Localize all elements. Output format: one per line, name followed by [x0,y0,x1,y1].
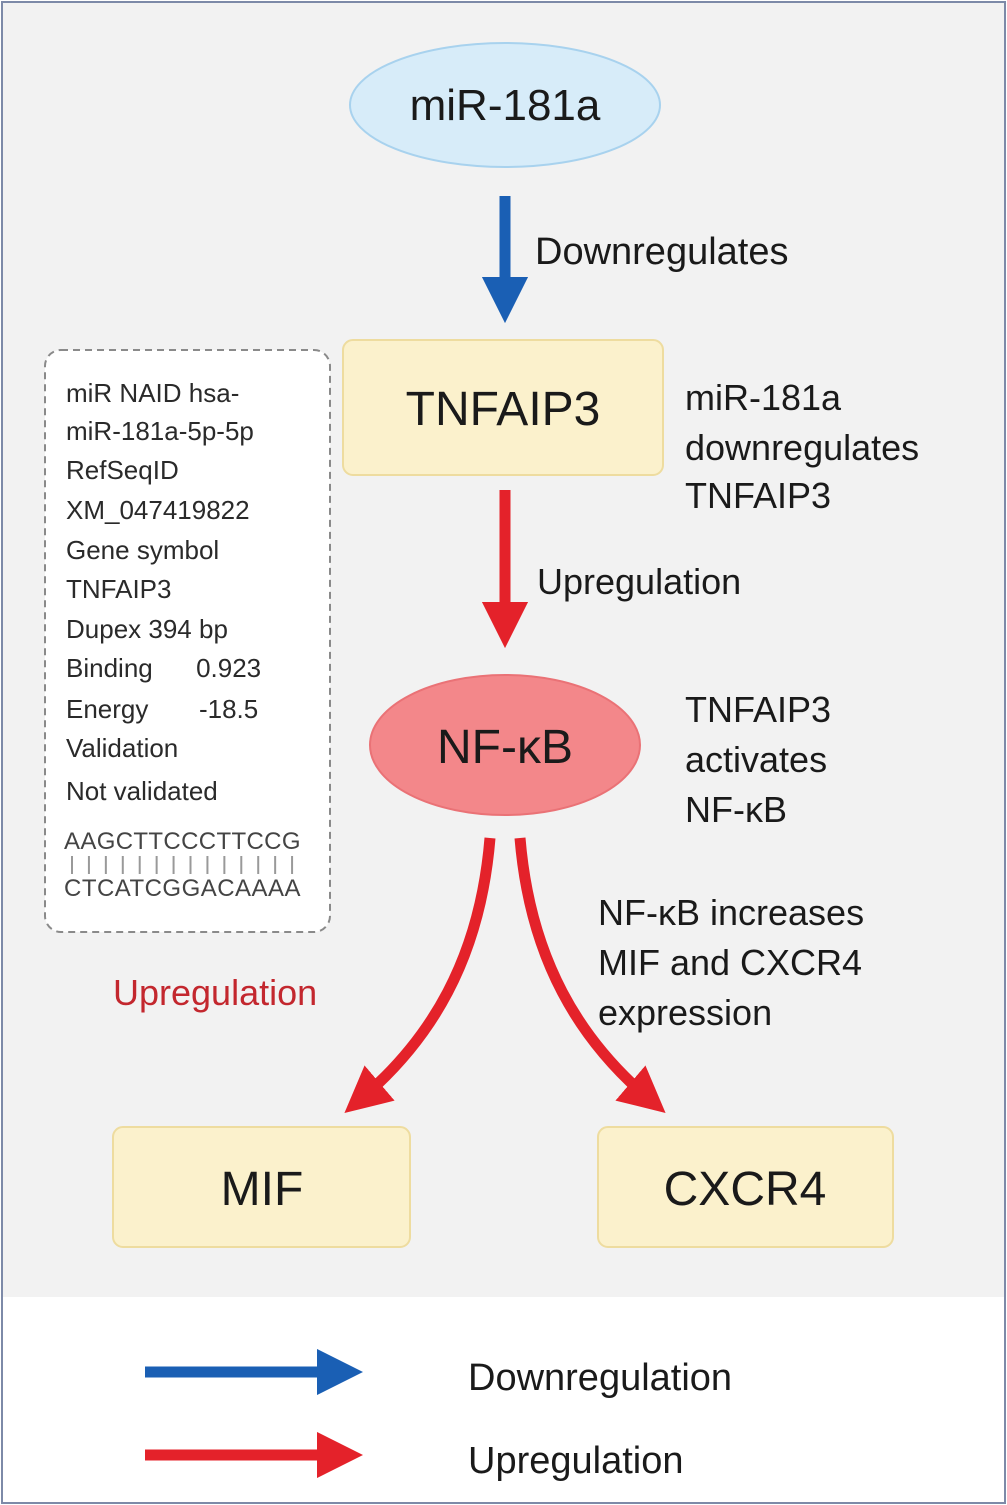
info-line: miR-181a-5p-5p [66,416,254,446]
nfkb-node: NF-κB [369,674,641,816]
info-line: Not validated [66,776,218,806]
sequence-top: AAGCTTCCCTTCCG [64,828,301,855]
info-line: XM_047419822 [66,495,250,525]
legend-upregulation-label: Upregulation [468,1440,683,1482]
nfkb-to-mif-arrow [344,837,496,1113]
note-line: TNFAIP3 [685,475,831,516]
note-line: activates [685,739,827,780]
mif-label: MIF [221,1163,304,1216]
note-line: MIF and CXCR4 [598,942,862,983]
nfkb-label: NF-κB [437,721,573,774]
mif-node: MIF [112,1126,411,1248]
legend-downregulation-label: Downregulation [468,1357,732,1399]
tnfaip3-note: miR-181a downregulates TNFAIP3 [685,377,919,516]
base-pair-lines [71,856,294,874]
info-box: miR NAID hsa- miR-181a-5p-5p RefSeqID XM… [44,349,331,933]
mirna-node: miR-181a [349,42,661,168]
upregulation-label: Upregulation [537,561,741,602]
info-line: Gene symbol [66,535,219,565]
tnfaip3-node: TNFAIP3 [342,339,664,476]
targets-upregulation-label: Upregulation [113,972,317,1013]
info-line: Validation [66,733,178,763]
info-line: TNFAIP3 [66,574,171,604]
note-line: NF-κB [685,789,787,830]
info-line: Dupex 394 bp [66,614,228,644]
cxcr4-node: CXCR4 [597,1126,894,1248]
legend: Downregulation Upregulation [145,1348,732,1482]
tnfaip3-label: TNFAIP3 [406,383,601,436]
sequence-bottom: CTCATCGGACAAAA [64,875,301,902]
info-line: RefSeqID [66,455,179,485]
mirna-label: miR-181a [410,81,601,130]
info-line: Binding 0.923 [66,653,261,683]
note-line: miR-181a [685,377,842,418]
note-line: NF-κB increases [598,892,864,933]
info-line: miR NAID hsa- [66,378,239,408]
note-line: TNFAIP3 [685,689,831,730]
nfkb-to-cxcr4-arrow [514,837,666,1113]
targets-note: NF-κB increases MIF and CXCR4 expression [598,892,864,1033]
nfkb-note: TNFAIP3 activates NF-κB [685,689,831,830]
note-line: expression [598,992,772,1033]
info-line: Energy -18.5 [66,694,258,724]
note-line: downregulates [685,427,919,468]
downregulates-label: Downregulates [535,231,788,273]
cxcr4-label: CXCR4 [664,1163,827,1216]
